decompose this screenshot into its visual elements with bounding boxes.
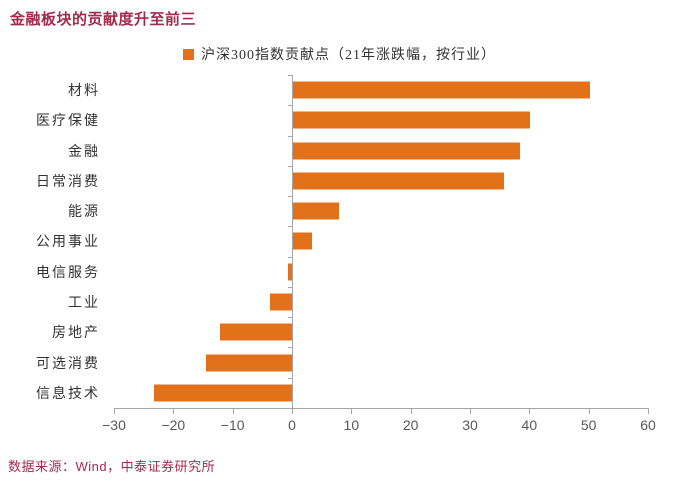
category-tick: [288, 256, 292, 258]
chart-row: 日常消费: [0, 166, 679, 196]
legend: 沪深300指数贡献点（21年涨跌幅，按行业）: [0, 44, 679, 64]
bar-rows: 材料医疗保健金融日常消费能源公用事业电信服务工业房地产可选消费信息技术: [0, 75, 679, 408]
category-label: 可选消费: [36, 356, 100, 372]
x-axis-tick-label: −10: [220, 417, 245, 433]
category-label: 金融: [68, 144, 100, 160]
bar: [292, 202, 339, 220]
chart-row: 房地产: [0, 317, 679, 347]
bar: [154, 384, 292, 402]
zero-axis-line: [292, 75, 293, 408]
category-label: 日常消费: [36, 174, 100, 190]
chart-row: 材料: [0, 75, 679, 105]
category-tick: [288, 135, 292, 137]
x-axis-tick: [351, 409, 353, 414]
category-label: 能源: [68, 205, 100, 221]
x-axis-tick: [410, 409, 412, 414]
x-axis-tick-label: −30: [102, 417, 126, 433]
x-axis-tick: [114, 409, 115, 414]
category-label: 房地产: [52, 326, 100, 342]
x-axis-tick-label: 60: [640, 417, 656, 433]
bar: [220, 323, 292, 341]
category-label: 材料: [68, 84, 100, 100]
chart-row: 公用事业: [0, 226, 679, 256]
category-tick: [288, 377, 292, 379]
chart-row: 金融: [0, 136, 679, 166]
category-tick: [288, 165, 292, 167]
x-axis-tick-label: 10: [343, 417, 360, 433]
x-axis-tick-label: −20: [161, 417, 186, 433]
bar: [292, 232, 312, 250]
x-axis-tick: [529, 409, 531, 414]
bar-chart: 材料医疗保健金融日常消费能源公用事业电信服务工业房地产可选消费信息技术: [0, 75, 679, 409]
x-axis-tick: [588, 409, 590, 414]
x-axis-tick-label: 0: [288, 417, 296, 433]
x-axis-tick: [292, 409, 293, 414]
category-label: 医疗保健: [36, 114, 100, 130]
category-tick: [288, 317, 292, 319]
x-axis-tick-label: 30: [462, 417, 478, 433]
legend-swatch-icon: [183, 48, 194, 60]
category-label: 信息技术: [36, 386, 100, 402]
x-axis-tick-label: 50: [580, 417, 597, 433]
chart-row: 医疗保健: [0, 105, 679, 135]
bar: [205, 354, 292, 372]
legend-label: 沪深300指数贡献点（21年涨跌幅，按行业）: [201, 48, 496, 63]
x-axis-tick: [232, 409, 234, 414]
x-axis-line: [114, 408, 649, 409]
chart-row: 电信服务: [0, 257, 679, 287]
x-axis-tick: [648, 409, 649, 414]
category-label: 电信服务: [36, 265, 100, 281]
category-tick: [288, 347, 292, 349]
category-label: 工业: [68, 295, 100, 311]
x-axis-tick: [470, 409, 471, 414]
chart-row: 可选消费: [0, 347, 679, 377]
chart-row: 能源: [0, 196, 679, 226]
chart-row: 信息技术: [0, 378, 679, 408]
category-label: 公用事业: [36, 235, 100, 251]
bar: [270, 293, 292, 311]
category-tick: [288, 226, 292, 228]
category-tick: [288, 75, 292, 76]
x-axis-tick-label: 20: [402, 417, 419, 433]
figure-title: 金融板块的贡献度升至前三: [10, 11, 197, 28]
bar: [292, 81, 591, 99]
category-tick: [288, 286, 292, 288]
x-axis-tick-label: 40: [521, 417, 538, 433]
chart-row: 工业: [0, 287, 679, 317]
bar: [292, 111, 530, 129]
data-source: 数据来源：Wind，中泰证券研究所: [8, 459, 216, 474]
bar: [292, 172, 504, 190]
bar: [292, 142, 520, 160]
category-tick: [288, 196, 292, 198]
x-axis-tick: [173, 409, 175, 414]
category-tick: [288, 105, 292, 107]
bar: [287, 263, 292, 281]
